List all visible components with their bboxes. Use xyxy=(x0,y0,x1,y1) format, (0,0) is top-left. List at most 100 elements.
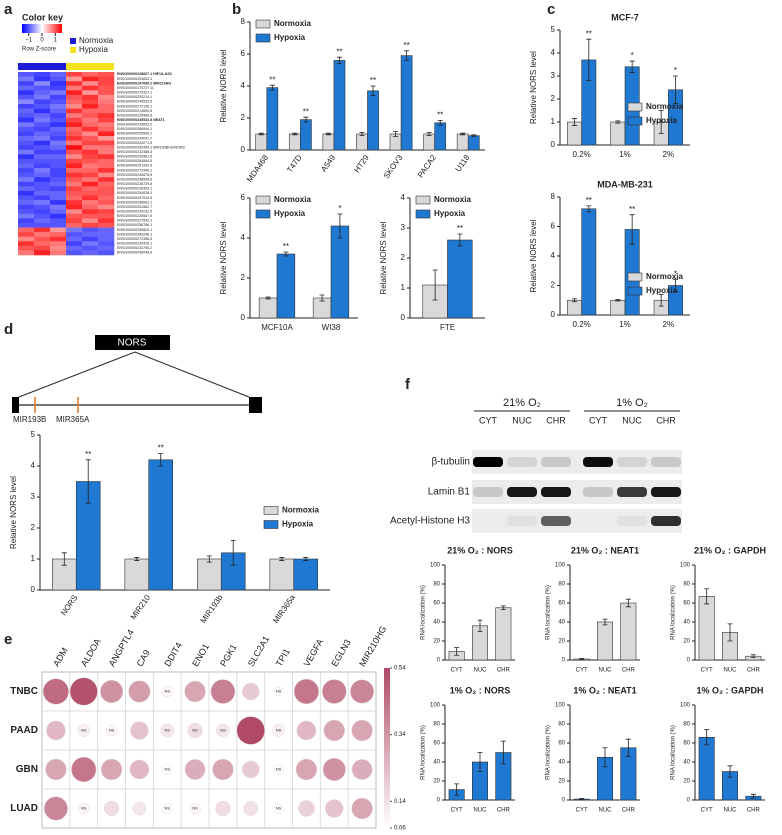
significance: ** xyxy=(158,444,164,453)
y-tick-label: 100 xyxy=(430,703,441,709)
y-tick-label: 6 xyxy=(551,222,556,231)
band xyxy=(583,457,613,467)
heatmap-cell xyxy=(82,163,99,169)
bubble xyxy=(273,803,284,814)
bar xyxy=(124,558,150,591)
y-tick-label: 6 xyxy=(241,49,246,58)
row-label: ENSG00000234795.2 xyxy=(117,246,152,250)
heatmap-cell xyxy=(50,94,67,100)
y-tick-label: 80 xyxy=(683,722,690,728)
row-label: ENSG00000225489.6 xyxy=(117,113,152,117)
heatmap-cell xyxy=(34,195,51,201)
row-label: ENSG00000257510.5 xyxy=(117,196,152,200)
condition-label: 21% O₂ xyxy=(503,397,541,409)
heatmap-cell xyxy=(50,200,67,205)
error-bar xyxy=(704,588,710,605)
lane-label: CHR xyxy=(546,415,566,425)
heatmap-cell xyxy=(98,168,115,173)
bubble xyxy=(103,800,120,817)
y-tick-label: 100 xyxy=(555,563,566,569)
error-bar xyxy=(303,116,309,123)
y-tick-label: 4 xyxy=(401,193,406,202)
heatmap-cell xyxy=(66,204,83,210)
heatmap-cell xyxy=(18,131,35,137)
x-tick-label: NUC xyxy=(724,668,738,674)
heatmap-cell xyxy=(82,222,99,228)
y-tick-label: 60 xyxy=(433,601,440,607)
heatmap-cell xyxy=(66,222,83,228)
panel-label: f xyxy=(405,376,411,393)
column-label: SLC2A1 xyxy=(246,634,271,668)
heatmap-cell xyxy=(98,90,115,96)
y-tick-label: 40 xyxy=(683,760,690,766)
error-bar xyxy=(727,623,733,642)
heatmap-cell xyxy=(98,113,115,119)
heatmap-cell xyxy=(50,250,67,256)
heatmap-cell xyxy=(34,85,51,91)
key-tick-label: 1 xyxy=(54,38,58,44)
heatmap-cell xyxy=(66,81,83,87)
heatmap-cell xyxy=(66,236,83,242)
y-axis-label: Relative NORS level xyxy=(9,476,18,549)
heatmap-cell xyxy=(18,181,35,187)
heatmap-cell xyxy=(98,136,115,141)
error-bar xyxy=(283,251,289,257)
x-tick-label: CYT xyxy=(576,808,588,814)
error-bar xyxy=(727,765,733,778)
bar xyxy=(610,121,626,146)
heatmap-cell xyxy=(98,149,115,155)
row-label: ENSG00000245532.5 xyxy=(117,100,152,104)
x-tick-label: 2% xyxy=(663,320,675,329)
x-tick-label: PACA2 xyxy=(416,153,438,180)
key-label: Row Z-score xyxy=(22,47,57,53)
row-label: ENSG00000228729.8 xyxy=(117,182,152,186)
x-tick-label: CYT xyxy=(451,668,463,674)
y-tick-label: 5 xyxy=(31,430,36,439)
heatmap-cell xyxy=(98,163,115,169)
bubble xyxy=(351,719,373,742)
heatmap-cell xyxy=(18,72,35,77)
heatmap-cell xyxy=(50,227,67,233)
y-tick-label: 80 xyxy=(683,582,690,588)
condition-label: 1% O₂ xyxy=(616,397,648,409)
error-bar xyxy=(319,294,325,302)
heatmap-cell xyxy=(82,108,99,114)
heatmap-cell xyxy=(34,126,51,132)
significance: ** xyxy=(586,29,592,38)
significance: ** xyxy=(85,450,91,459)
heatmap-cell xyxy=(82,126,99,132)
y-tick-label: 40 xyxy=(683,620,690,626)
y-tick-label: 100 xyxy=(430,563,441,569)
bar xyxy=(322,133,335,151)
heatmap-cell xyxy=(34,158,51,164)
bubble xyxy=(274,686,284,697)
bubble xyxy=(184,759,206,780)
x-tick-label: 2% xyxy=(663,150,675,159)
x-tick-label: MDA468 xyxy=(245,153,271,184)
row-label: ENSG00000224271.5 xyxy=(117,141,152,145)
y-tick-label: 3 xyxy=(401,223,406,232)
y-tick-label: 20 xyxy=(433,639,440,645)
heatmap-cell xyxy=(18,177,35,183)
y-tick-label: 0 xyxy=(437,798,441,804)
heatmap-cell xyxy=(18,200,35,205)
heatmap-cell xyxy=(98,145,115,151)
bubble xyxy=(161,803,173,814)
error-bar xyxy=(602,618,608,626)
heatmap-cell xyxy=(98,213,115,219)
heatmap-cell xyxy=(98,236,115,242)
band xyxy=(583,516,613,526)
y-tick-label: 20 xyxy=(683,639,690,645)
heatmap-cell xyxy=(82,241,99,247)
error-bar xyxy=(265,296,271,300)
heatmap-cell xyxy=(66,117,83,123)
heatmap-cell xyxy=(82,90,99,96)
y-tick-label: 60 xyxy=(683,741,690,747)
row-label: ENSG00000272440.1 xyxy=(117,168,152,172)
heatmap-cell xyxy=(18,227,35,233)
row-label: ENSG00000253214.1 xyxy=(117,95,152,99)
bubble xyxy=(100,758,123,781)
heatmap-cell xyxy=(18,108,35,114)
y-tick-label: 100 xyxy=(680,703,691,709)
